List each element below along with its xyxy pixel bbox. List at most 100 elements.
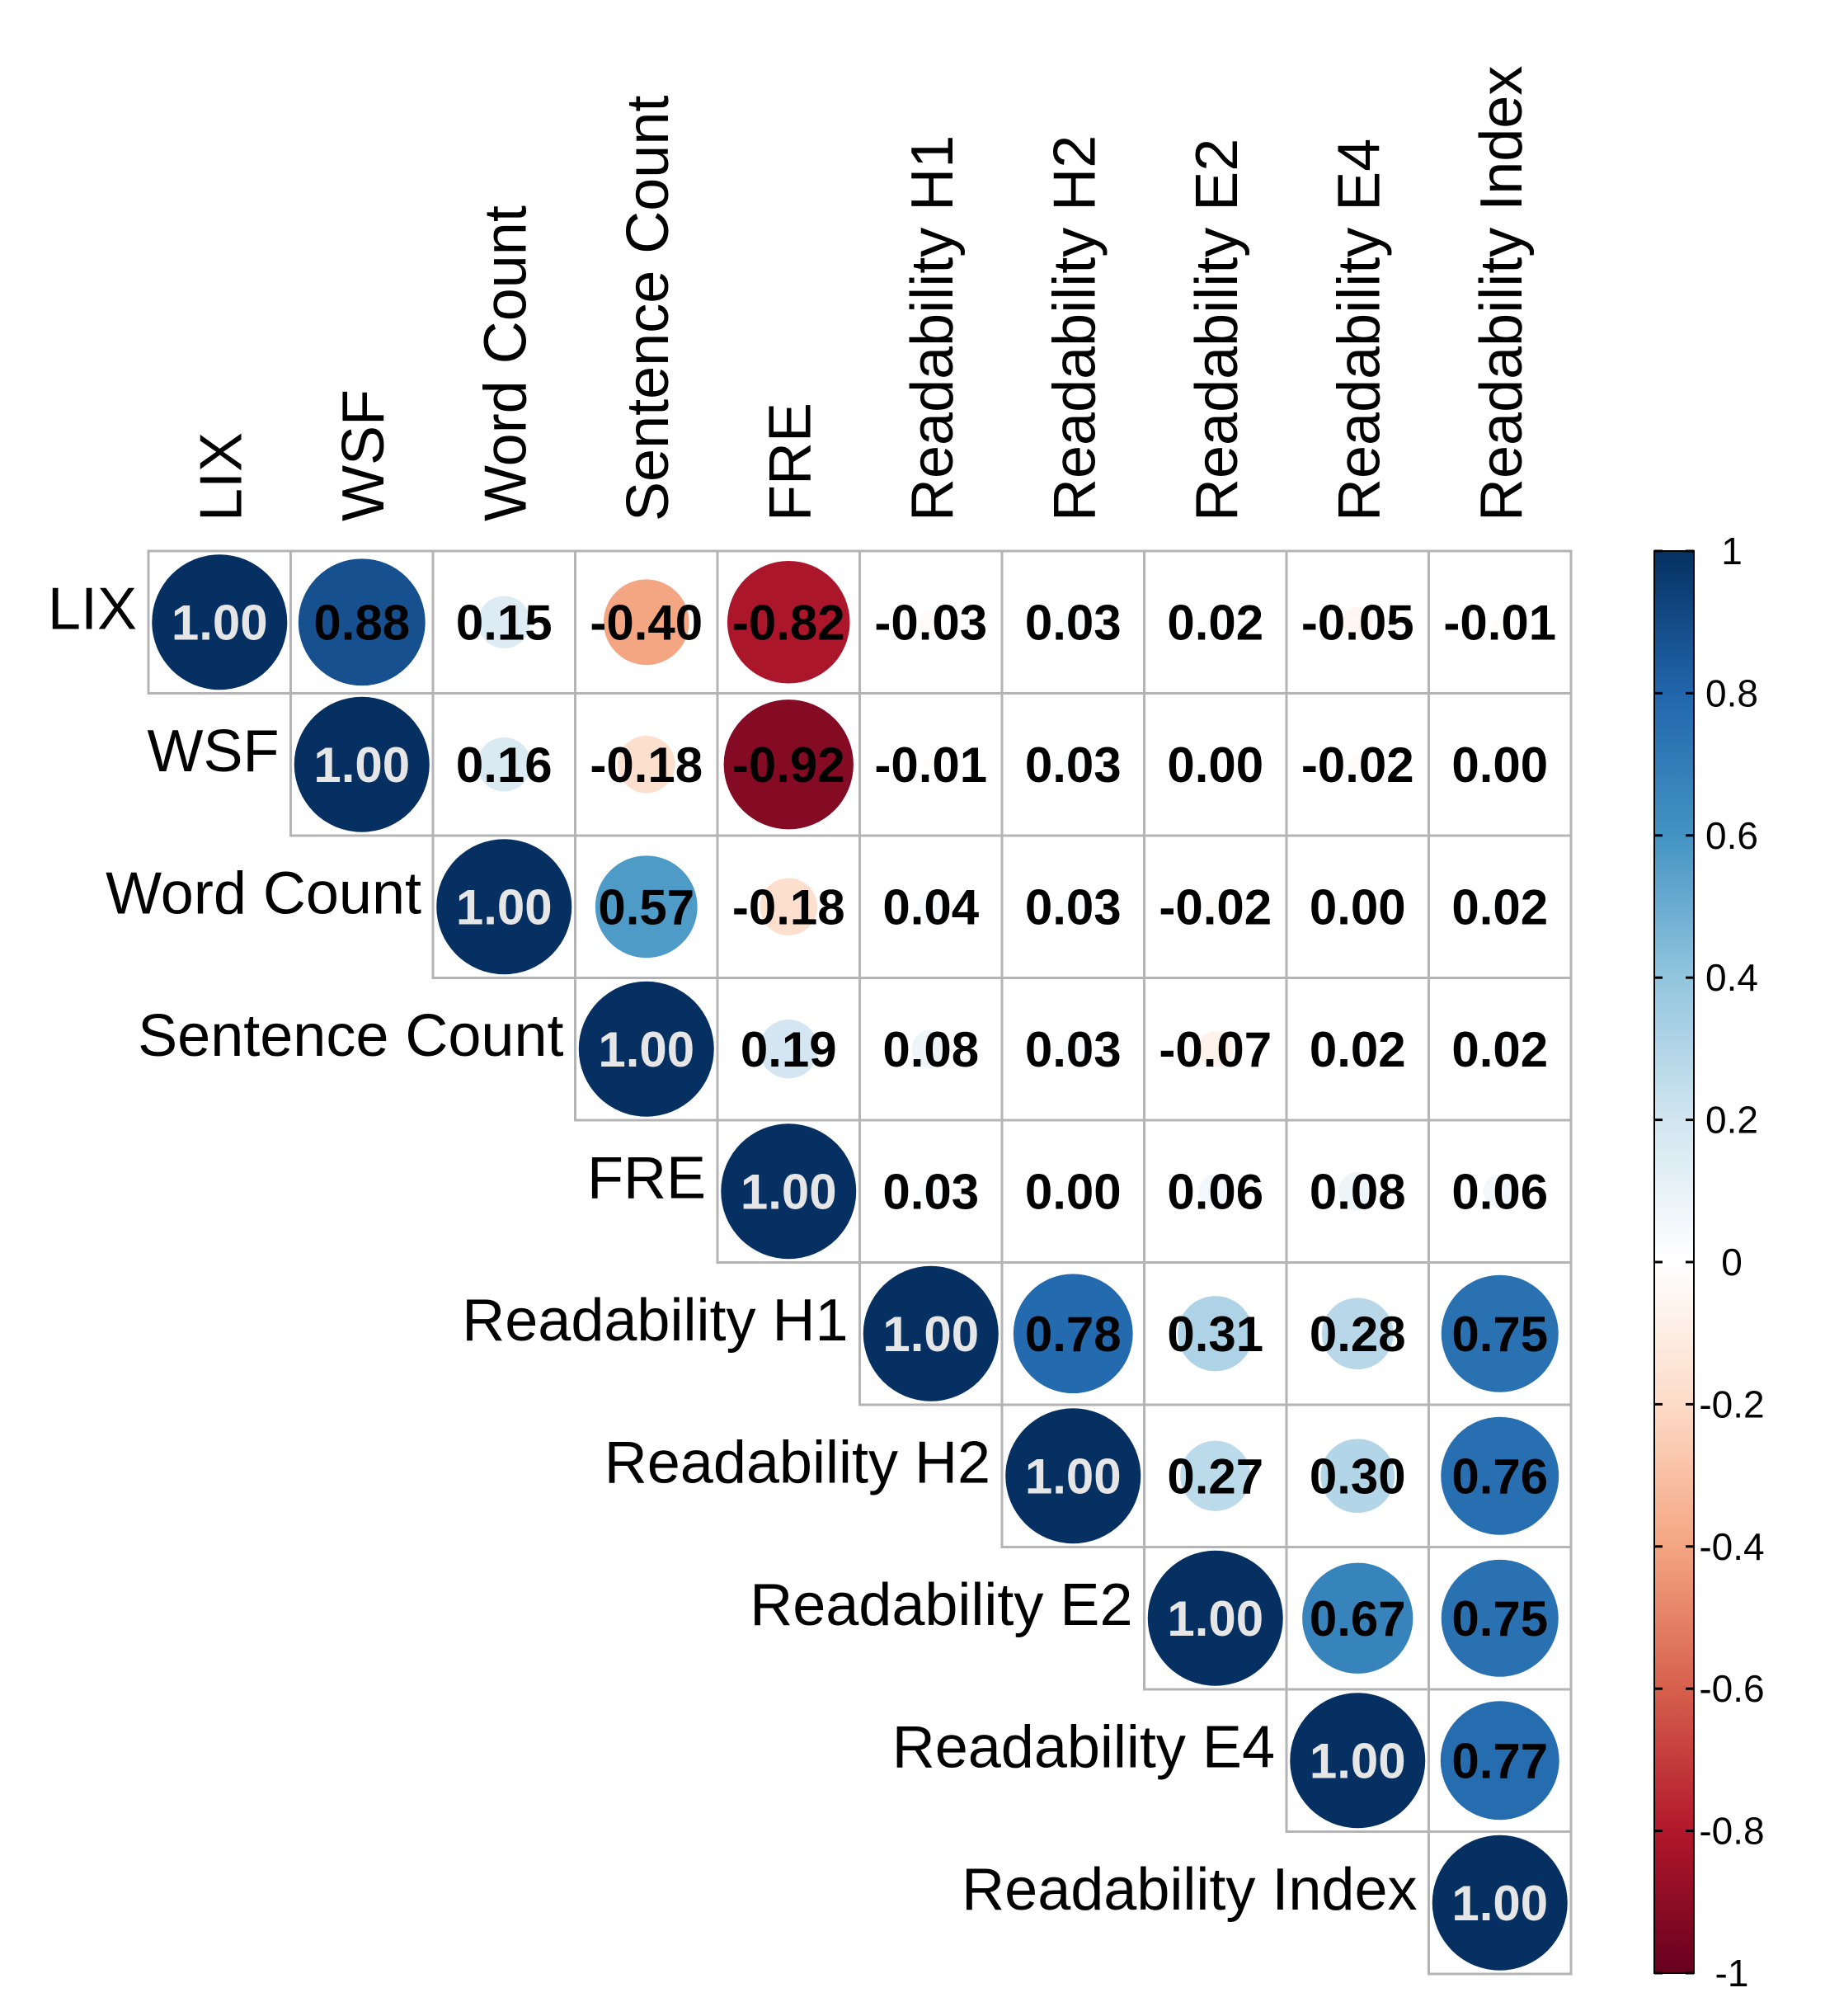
- colorbar-tick-label: 0: [1721, 1241, 1743, 1284]
- col-label-readability-index: Readability Index: [1469, 66, 1535, 521]
- corr-value-word-count-word-count: 1.00: [456, 879, 553, 935]
- corr-circle-lix-sentence-count: [603, 579, 689, 666]
- value-layer: 1.00 0.88 0.15 -0.40 -0.82 -0.03 0.03 0.02 -0.05…: [172, 595, 1556, 1931]
- corr-value-readability-h1-readability-h2: 0.78: [1025, 1307, 1122, 1362]
- column-labels: LIX WSF Word Count Sentence Count FRE Readabi…: [188, 66, 1535, 521]
- row-label-readability-e2: Readability E2: [750, 1572, 1132, 1638]
- corr-circle-word-count-readability-h1: [917, 893, 945, 921]
- corr-circle-sentence-count-readability-index: [1490, 1039, 1510, 1059]
- corr-circle-word-count-readability-e2: [1206, 897, 1225, 916]
- grid-cell: [1428, 1830, 1573, 1976]
- corr-value-sentence-count-readability-index: 0.02: [1451, 1022, 1548, 1077]
- colorbar-tick-label: 0.4: [1705, 956, 1758, 999]
- corr-circle-lix-readability-index: [1493, 615, 1507, 629]
- corr-circle-wsf-word-count: [477, 737, 532, 792]
- col-label-fre: FRE: [757, 403, 823, 521]
- corr-value-word-count-readability-e4: 0.00: [1310, 879, 1406, 935]
- corr-circle-readability-h1-readability-index: [1441, 1274, 1559, 1392]
- corr-value-readability-h2-readability-h2: 1.00: [1025, 1448, 1122, 1504]
- corr-value-lix-readability-h2: 0.03: [1025, 595, 1122, 650]
- corr-value-readability-h2-readability-e4: 0.30: [1310, 1448, 1406, 1504]
- corr-value-readability-h1-readability-e4: 0.28: [1310, 1307, 1406, 1362]
- corr-circle-sentence-count-fre: [759, 1020, 818, 1079]
- colorbar-tick-label: -0.4: [1699, 1525, 1764, 1568]
- corr-circle-word-count-word-count: [436, 839, 572, 975]
- corr-circle-readability-h1-readability-h2: [1013, 1274, 1133, 1394]
- corr-circle-sentence-count-readability-h2: [1061, 1037, 1085, 1061]
- corr-circle-wsf-readability-h1: [924, 757, 938, 771]
- corr-circle-readability-e2-readability-e2: [1147, 1550, 1283, 1686]
- col-label-lix: LIX: [188, 432, 254, 521]
- row-label-readability-h2: Readability H2: [604, 1430, 990, 1496]
- corr-value-fre-readability-h2: 0.00: [1025, 1164, 1122, 1219]
- corr-circle-word-count-readability-index: [1490, 897, 1510, 916]
- corr-circle-word-count-fre: [760, 878, 818, 936]
- corr-value-sentence-count-fre: 0.19: [741, 1022, 837, 1077]
- corr-circle-readability-h2-readability-e4: [1320, 1439, 1395, 1514]
- corr-circle-sentence-count-readability-h1: [911, 1029, 950, 1068]
- corr-value-readability-e2-readability-e2: 1.00: [1167, 1591, 1263, 1646]
- col-label-wsf: WSF: [331, 389, 397, 521]
- corr-value-wsf-word-count: 0.16: [456, 737, 553, 793]
- corr-value-fre-readability-h1: 0.03: [882, 1164, 979, 1219]
- corr-circle-lix-readability-h2: [1061, 610, 1085, 634]
- corr-value-wsf-wsf: 1.00: [313, 737, 410, 793]
- colorbar-tick-label: 0.6: [1705, 814, 1758, 857]
- corr-value-fre-readability-e2: 0.06: [1167, 1164, 1263, 1219]
- corr-value-lix-word-count: 0.15: [456, 595, 553, 650]
- col-label-readability-e2: Readability E2: [1184, 139, 1250, 521]
- corr-value-lix-wsf: 0.88: [313, 595, 410, 650]
- corr-circle-lix-fre: [727, 560, 850, 684]
- corr-value-readability-index-readability-index: 1.00: [1451, 1876, 1548, 1931]
- row-label-readability-e4: Readability E4: [892, 1714, 1275, 1780]
- corr-circle-wsf-wsf: [294, 696, 430, 832]
- corr-value-fre-fre: 1.00: [741, 1164, 837, 1219]
- colorbar-tick-label: 1: [1721, 530, 1743, 572]
- corr-circle-sentence-count-readability-e2: [1197, 1031, 1234, 1067]
- col-label-readability-h1: Readability H1: [900, 135, 966, 521]
- corr-circle-lix-readability-h1: [919, 610, 943, 634]
- corr-value-wsf-readability-index: 0.00: [1451, 737, 1548, 793]
- row-labels: LIX WSF Word Count Sentence Count FRE Readabi…: [48, 576, 1418, 1923]
- corr-circle-readability-e4-readability-index: [1440, 1701, 1559, 1821]
- circle-layer: [152, 554, 1568, 1971]
- corr-circle-fre-readability-index: [1483, 1175, 1517, 1208]
- corr-circle-word-count-sentence-count: [595, 855, 698, 959]
- corr-value-word-count-readability-index: 0.02: [1451, 879, 1548, 935]
- corr-circle-fre-readability-e2: [1198, 1175, 1232, 1208]
- col-label-sentence-count: Sentence Count: [615, 96, 681, 521]
- colorbar-tick-label: -1: [1715, 1952, 1749, 1995]
- corr-circle-lix-readability-e2: [1206, 612, 1225, 632]
- corr-circle-readability-e2-readability-index: [1441, 1559, 1559, 1677]
- corr-value-readability-h1-readability-h1: 1.00: [882, 1307, 979, 1362]
- corr-value-word-count-readability-h2: 0.03: [1025, 879, 1122, 935]
- corr-value-lix-fre: -0.82: [732, 595, 845, 650]
- corr-value-lix-sentence-count: -0.40: [590, 595, 703, 650]
- grid-layer: [147, 549, 1573, 1976]
- colorbar-tick-label: -0.8: [1699, 1810, 1764, 1853]
- corr-circle-readability-h2-readability-e2: [1180, 1440, 1251, 1511]
- row-label-readability-h1: Readability H1: [462, 1288, 848, 1354]
- row-label-lix: LIX: [48, 576, 137, 642]
- row-label-sentence-count: Sentence Count: [138, 1003, 563, 1069]
- corr-value-readability-h2-readability-e2: 0.27: [1167, 1448, 1263, 1504]
- corr-value-readability-e2-readability-index: 0.75: [1451, 1591, 1548, 1646]
- col-label-word-count: Word Count: [473, 205, 539, 521]
- corr-value-wsf-readability-e2: 0.00: [1167, 737, 1263, 793]
- corr-value-readability-e4-readability-index: 0.77: [1451, 1733, 1548, 1788]
- corr-value-readability-h1-readability-e2: 0.31: [1167, 1307, 1263, 1362]
- corr-circle-word-count-readability-h2: [1061, 895, 1085, 919]
- corr-value-lix-readability-e2: 0.02: [1167, 595, 1263, 650]
- corr-circle-lix-wsf: [298, 558, 426, 686]
- corr-circle-fre-fre: [721, 1123, 857, 1260]
- corr-value-readability-h1-readability-index: 0.75: [1451, 1307, 1548, 1362]
- corr-value-sentence-count-readability-h2: 0.03: [1025, 1022, 1122, 1077]
- corr-value-word-count-fre: -0.18: [732, 879, 845, 935]
- corr-circle-readability-h2-readability-index: [1441, 1416, 1559, 1535]
- corr-circle-wsf-sentence-count: [617, 735, 675, 794]
- corr-circle-sentence-count-sentence-count: [578, 981, 714, 1117]
- corr-value-word-count-readability-e2: -0.02: [1159, 879, 1272, 935]
- corr-circle-wsf-readability-h2: [1061, 752, 1085, 776]
- corr-circle-readability-h1-readability-e2: [1178, 1296, 1254, 1372]
- corr-circle-readability-h1-readability-e4: [1321, 1298, 1394, 1370]
